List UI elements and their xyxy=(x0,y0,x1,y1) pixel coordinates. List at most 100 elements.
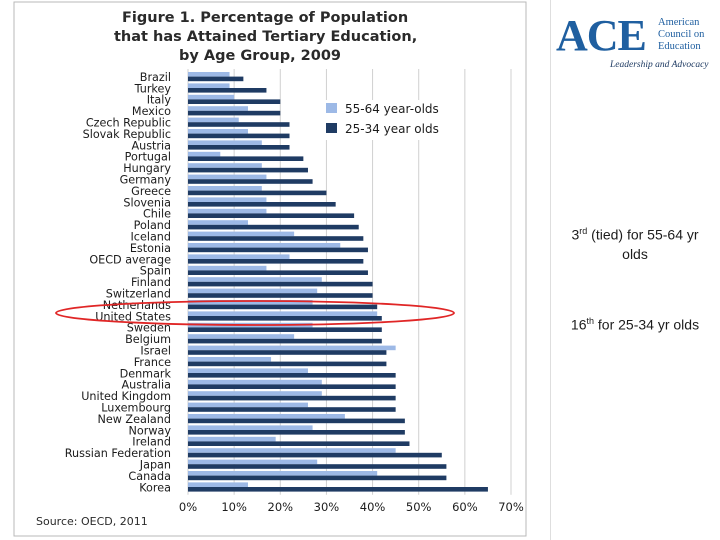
bar-25-34-iceland xyxy=(188,236,364,241)
bar-25-34-spain xyxy=(188,270,368,275)
category-label-australia: Australia xyxy=(122,379,172,392)
x-tick-label-50: 50% xyxy=(406,500,432,514)
bar-25-34-united-kingdom xyxy=(188,395,396,401)
category-label-israel: Israel xyxy=(140,345,171,358)
bar-55-64-mexico xyxy=(188,106,248,111)
rank-note-25-34: 16th for 25-34 yr olds xyxy=(560,312,710,335)
category-label-slovak-republic: Slovak Republic xyxy=(83,128,171,141)
bar-55-64-italy xyxy=(188,94,235,100)
united-states-highlight-ellipse xyxy=(55,300,455,326)
rank-note-1-suffix: rd xyxy=(579,226,588,236)
legend: 55-64 year-olds 25-34 year olds xyxy=(316,100,456,140)
bar-25-34-united-states xyxy=(188,316,382,321)
category-label-greece: Greece xyxy=(131,185,171,198)
bar-25-34-poland xyxy=(188,224,359,230)
bar-55-64-slovak-republic xyxy=(188,129,248,134)
chart-title-line-1: Figure 1. Percentage of Population xyxy=(122,10,408,26)
bar-25-34-slovak-republic xyxy=(188,133,290,139)
bar-25-34-denmark xyxy=(188,373,396,378)
bar-55-64-portugal xyxy=(188,151,221,157)
x-tick-label-10: 10% xyxy=(221,500,247,514)
bar-55-64-slovenia xyxy=(188,197,267,202)
legend-box xyxy=(316,100,456,140)
bar-55-64-japan xyxy=(188,459,318,465)
chart-source: Source: OECD, 2011 xyxy=(36,515,148,528)
bar-25-34-switzerland xyxy=(188,293,373,298)
category-label-switzerland: Switzerland xyxy=(106,288,171,301)
rank-note-55-64: 3rd (tied) for 55-64 yr olds xyxy=(560,222,710,264)
category-label-estonia: Estonia xyxy=(130,242,171,255)
bar-55-64-iceland xyxy=(188,231,295,237)
chart-title-line-3: by Age Group, 2009 xyxy=(179,48,341,64)
category-label-germany: Germany xyxy=(120,174,172,187)
x-tick-label-20: 20% xyxy=(268,500,294,514)
bar-25-34-ireland xyxy=(188,441,410,446)
bar-55-64-korea xyxy=(188,482,248,487)
ace-wordmark: ACE xyxy=(556,11,647,60)
category-label-finland: Finland xyxy=(131,276,171,289)
category-label-oecd-average: OECD average xyxy=(89,253,171,266)
x-tick-label-60: 60% xyxy=(452,500,478,514)
chart-frame xyxy=(13,1,527,537)
bar-chart: Figure 1. Percentage of Population that … xyxy=(13,1,527,537)
bar-25-34-canada xyxy=(188,475,447,481)
x-axis-ticks: 0% 10% 20% 30% 40% 50% 60% 70% xyxy=(179,500,524,514)
bar-55-64-canada xyxy=(188,471,378,476)
category-label-italy: Italy xyxy=(147,94,172,107)
bar-55-64-austria xyxy=(188,140,262,145)
bar-55-64-hungary xyxy=(188,163,262,168)
bar-25-34-turkey xyxy=(188,88,267,93)
bar-25-34-brazil xyxy=(188,76,244,82)
bar-55-64-israel xyxy=(188,345,396,351)
bar-55-64-luxembourg xyxy=(188,402,308,408)
category-label-hungary: Hungary xyxy=(123,162,171,175)
x-tick-label-70: 70% xyxy=(498,500,524,514)
bar-55-64-oecd-average xyxy=(188,254,290,259)
bar-55-64-greece xyxy=(188,186,262,191)
category-label-united-kingdom: United Kingdom xyxy=(81,390,171,403)
chart-panel: Figure 1. Percentage of Population that … xyxy=(13,1,527,537)
category-label-korea: Korea xyxy=(139,481,171,494)
bar-55-64-norway xyxy=(188,425,313,430)
ace-org-line-1: American xyxy=(658,17,700,28)
bar-55-64-australia xyxy=(188,379,322,385)
category-label-brazil: Brazil xyxy=(140,71,171,84)
bar-25-34-greece xyxy=(188,190,327,196)
bar-55-64-estonia xyxy=(188,243,341,248)
legend-swatch-55-64 xyxy=(326,103,337,113)
category-label-canada: Canada xyxy=(128,470,171,483)
category-label-czech-republic: Czech Republic xyxy=(86,117,171,130)
ace-logo: ACE American Council on Education xyxy=(556,14,716,74)
bar-55-64-switzerland xyxy=(188,288,318,294)
bar-25-34-norway xyxy=(188,430,405,435)
bar-55-64-spain xyxy=(188,265,267,271)
legend-label-55-64: 55-64 year-olds xyxy=(345,102,439,116)
bar-25-34-israel xyxy=(188,350,387,355)
category-label-new-zealand: New Zealand xyxy=(97,413,171,426)
category-label-luxembourg: Luxembourg xyxy=(101,402,171,415)
bar-25-34-czech-republic xyxy=(188,122,290,127)
bar-25-34-oecd-average xyxy=(188,259,364,264)
bar-55-64-netherlands xyxy=(188,300,313,305)
bar-25-34-new-zealand xyxy=(188,418,405,424)
ace-org-line-2: Council on xyxy=(658,29,705,40)
rank-note-1-rank: 3 xyxy=(571,226,580,243)
bar-55-64-belgium xyxy=(188,334,295,339)
bar-25-34-germany xyxy=(188,179,313,184)
legend-label-25-34: 25-34 year olds xyxy=(345,122,439,136)
bar-25-34-france xyxy=(188,361,387,367)
bar-55-64-russian-federation xyxy=(188,448,396,453)
bar-55-64-finland xyxy=(188,277,322,282)
bar-25-34-luxembourg xyxy=(188,407,396,412)
x-tick-label-30: 30% xyxy=(314,500,340,514)
bar-55-64-ireland xyxy=(188,436,276,442)
bar-55-64-turkey xyxy=(188,83,230,88)
rank-note-2-suffix: th xyxy=(586,316,595,326)
bar-55-64-denmark xyxy=(188,368,308,373)
bar-55-64-united-kingdom xyxy=(188,391,322,396)
category-label-iceland: Iceland xyxy=(131,231,172,244)
bar-55-64-united-states xyxy=(188,311,378,316)
category-label-turkey: Turkey xyxy=(134,82,172,95)
rank-note-2-text: for 25-34 yr olds xyxy=(594,316,700,333)
chart-title-line-2: that has Attained Tertiary Education, xyxy=(114,29,417,45)
